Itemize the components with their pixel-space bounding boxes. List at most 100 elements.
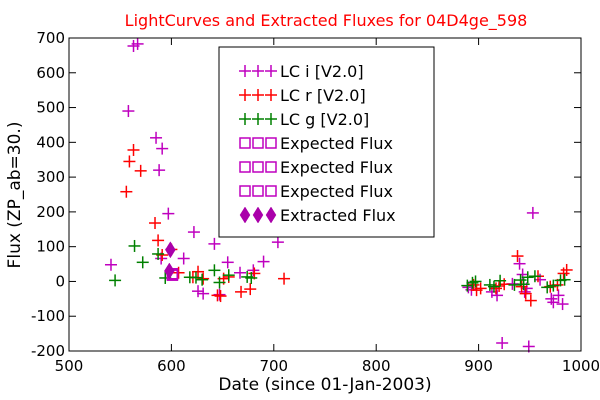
data-point (197, 287, 210, 300)
x-tick-label: 900 (464, 357, 493, 375)
data-point (213, 276, 226, 289)
legend-label: Extracted Flux (280, 206, 396, 225)
axis-ticks: 500 600 700 800 900 1000 -200 -100 0 100 200 300 400… (31, 29, 600, 375)
data-point (128, 239, 141, 252)
data-point (521, 271, 534, 284)
legend-marker (239, 65, 251, 77)
plot-area (104, 37, 573, 353)
legend-marker (265, 137, 277, 149)
legend-label: LC r [V2.0] (280, 86, 366, 105)
x-tick-label: 800 (362, 357, 391, 375)
data-point (511, 250, 524, 263)
data-point (547, 296, 560, 309)
legend-marker (265, 89, 277, 101)
data-point (177, 252, 190, 265)
data-point (278, 272, 291, 285)
data-point (131, 37, 144, 50)
x-tick-label: 600 (157, 357, 186, 375)
legend-marker (265, 161, 277, 173)
data-point (104, 258, 117, 271)
data-point (513, 257, 526, 270)
data-point (528, 270, 541, 283)
data-point (187, 226, 200, 239)
data-point (197, 272, 210, 285)
data-point (524, 294, 537, 307)
legend-label: Expected Flux (280, 134, 393, 153)
data-point (234, 266, 247, 279)
legend-marker (265, 185, 277, 197)
legend-marker (239, 113, 251, 125)
data-point (517, 278, 530, 291)
data-point (526, 206, 539, 219)
data-point (208, 237, 221, 250)
y-tick-label: -100 (31, 307, 65, 325)
data-point (487, 280, 500, 293)
series-0 (104, 37, 569, 353)
legend-box (218, 46, 435, 238)
legend-label: Expected Flux (280, 182, 393, 201)
legend-marker (239, 137, 251, 149)
y-tick-label: 700 (36, 29, 65, 47)
y-tick-label: 0 (55, 272, 65, 290)
legend-entry: LC i [V2.0] (239, 62, 364, 81)
data-point (247, 264, 260, 277)
data-point (221, 256, 234, 269)
y-tick-label: 300 (36, 168, 65, 186)
x-tick-label: 1000 (562, 357, 600, 375)
legend-marker (265, 206, 277, 224)
data-point (560, 263, 573, 276)
x-axis-label: Date (since 01-Jan-2003) (218, 375, 431, 395)
legend-entry: Expected Flux (239, 134, 393, 153)
data-point (222, 269, 235, 282)
data-point (494, 274, 507, 287)
legend-entry: Expected Flux (239, 158, 393, 177)
legend-entry: LC r [V2.0] (239, 86, 366, 105)
legend-marker (252, 185, 264, 197)
y-tick-label: 200 (36, 203, 65, 221)
data-point (547, 279, 560, 292)
x-tick-label: 500 (55, 357, 84, 375)
extracted-flux-marker (165, 241, 176, 259)
legend-marker (239, 185, 251, 197)
y-axis-label: Flux (ZP_ab=30.) (5, 122, 25, 269)
y-tick-label: 500 (36, 99, 65, 117)
plot-frame (68, 37, 582, 352)
data-point (466, 276, 479, 289)
data-point (162, 207, 175, 220)
data-point (552, 289, 565, 302)
legend-marker (239, 161, 251, 173)
data-point (152, 247, 165, 260)
y-tick-label: 600 (36, 64, 65, 82)
data-point (196, 273, 209, 286)
legend: LC i [V2.0] LC r [V2.0] LC g [V2.0] Expecte… (218, 46, 435, 238)
data-point (245, 271, 258, 284)
legend-label: LC g [V2.0] (280, 110, 369, 129)
extracted-flux (164, 241, 176, 280)
data-point (156, 142, 169, 155)
data-point (149, 217, 162, 230)
data-point (541, 281, 554, 294)
data-point (491, 289, 504, 302)
data-point (214, 290, 227, 303)
data-point (522, 340, 535, 353)
legend-label: LC i [V2.0] (280, 62, 364, 81)
data-point (123, 155, 136, 168)
legend-marker (252, 65, 264, 77)
legend-marker (239, 206, 251, 224)
data-point (474, 282, 487, 295)
series-2 (109, 239, 571, 294)
legend-marker (252, 206, 264, 224)
legend-marker (239, 89, 251, 101)
legend-marker (252, 137, 264, 149)
data-point (109, 274, 122, 287)
data-point (192, 265, 205, 278)
legend-marker (265, 65, 277, 77)
data-point (490, 282, 503, 295)
data-point (127, 143, 140, 156)
data-point (150, 131, 163, 144)
y-tick-label: -200 (31, 342, 65, 360)
y-tick-label: 100 (36, 238, 65, 256)
legend-entry: Extracted Flux (239, 206, 396, 225)
data-point (134, 164, 147, 177)
data-point (257, 255, 270, 268)
